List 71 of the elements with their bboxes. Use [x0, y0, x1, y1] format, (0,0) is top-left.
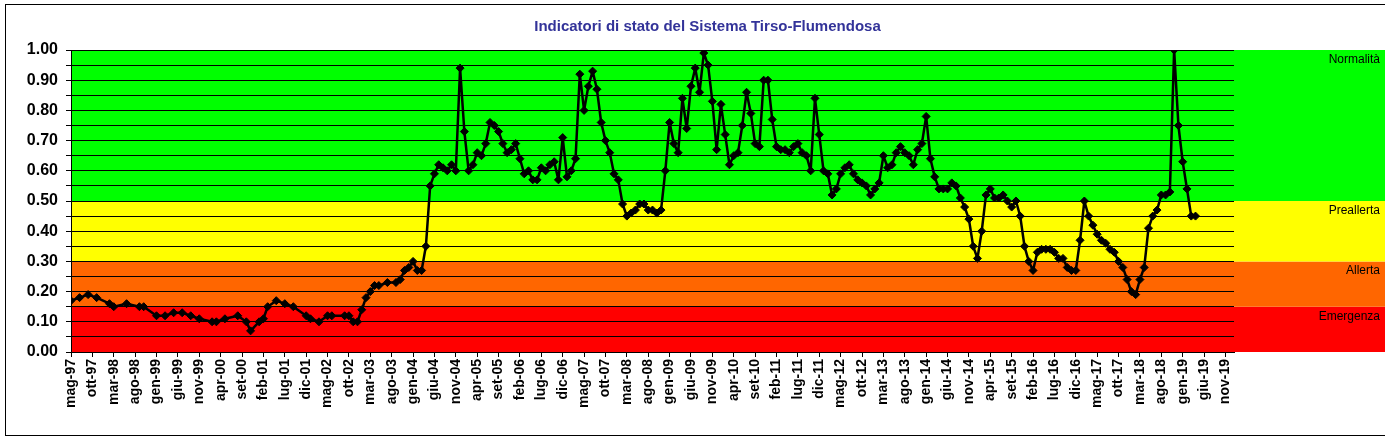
x-tick-label: gen-04	[403, 358, 420, 405]
x-tick-label: gen-14	[917, 358, 934, 405]
chart-title: Indicatori di stato del Sistema Tirso-Flumendosa	[533, 17, 882, 34]
x-tick-label: mar-08	[617, 358, 634, 405]
x-tick-label: set-10	[745, 358, 762, 400]
x-tick-label: ago-08	[639, 358, 656, 405]
x-tick-label: feb-16	[1023, 358, 1040, 401]
x-tick-label: nov-14	[959, 358, 976, 405]
x-tick-label: mar-98	[104, 358, 121, 405]
x-tick-label: nov-99	[190, 358, 207, 405]
x-tick-label: nov-04	[446, 358, 463, 405]
x-tick-label: ago-98	[126, 358, 142, 405]
band-label: Normalità	[1328, 52, 1381, 66]
x-tick-label: apr-10	[724, 358, 741, 402]
x-tick-label: dic-01	[297, 358, 314, 400]
y-tick-label: 0.50	[26, 191, 59, 209]
x-tick-label: giu-99	[168, 358, 185, 401]
x-tick-label: nov-09	[703, 358, 720, 405]
y-tick-label: 0.30	[26, 251, 59, 269]
x-tick-label: mag-07	[574, 358, 591, 409]
y-tick-label: 0.90	[26, 70, 59, 88]
band-label: Allerta	[1345, 263, 1381, 278]
x-tick-label: lug-01	[275, 358, 292, 401]
x-tick-label: feb-11	[767, 358, 784, 400]
x-tick-label: gen-19	[1173, 358, 1190, 405]
x-tick-label: nov-19	[1216, 358, 1233, 405]
y-tick-label: 1.00	[26, 40, 59, 58]
x-tick-label: gen-09	[660, 358, 677, 405]
x-tick-label: set-05	[489, 358, 506, 400]
x-tick-label: dic-11	[810, 358, 827, 399]
x-tick-label: dic-06	[553, 358, 570, 400]
band-label: Emergenza	[1318, 308, 1381, 323]
y-tick-label: 0.70	[26, 131, 59, 149]
x-tick-label: gen-99	[147, 358, 164, 405]
x-tick-label: set-15	[1002, 358, 1019, 400]
x-tick-label: mar-13	[874, 358, 891, 405]
y-tick-label: 0.10	[26, 312, 59, 330]
x-tick-label: mag-97	[61, 358, 78, 409]
y-tick-label: 0.60	[26, 161, 59, 179]
x-tick-label: ago-13	[895, 358, 912, 405]
y-tick-label: 0.20	[26, 282, 59, 300]
x-tick-label: mag-02	[318, 358, 335, 409]
x-tick-label: ott-07	[596, 358, 613, 398]
x-tick-label: ago-03	[382, 358, 399, 405]
x-tick-label: ott-97	[83, 358, 100, 398]
x-tick-label: ott-17	[1109, 358, 1126, 398]
x-tick-label: ott-12	[852, 358, 869, 398]
x-tick-label: apr-05	[468, 358, 485, 402]
band-label: Preallerta	[1328, 203, 1381, 217]
x-tick-label: set-00	[232, 358, 249, 400]
x-tick-label: feb-06	[510, 358, 527, 401]
y-tick-label: 0.80	[26, 100, 59, 118]
x-tick-label: ott-02	[339, 358, 356, 398]
x-tick-label: mar-18	[1130, 358, 1147, 405]
y-tick-label: 0.40	[26, 221, 59, 239]
x-tick-label: lug-16	[1045, 358, 1062, 401]
x-tick-label: lug-11	[788, 358, 805, 400]
y-tick-label: 0.00	[26, 342, 59, 360]
x-tick-label: mag-12	[831, 358, 848, 409]
x-tick-label: apr-00	[211, 358, 228, 402]
x-tick-label: giu-19	[1194, 358, 1211, 401]
x-tick-label: giu-04	[425, 358, 442, 401]
x-tick-label: lug-06	[532, 358, 549, 401]
x-tick-label: mag-17	[1088, 358, 1105, 409]
x-tick-label: giu-09	[681, 358, 698, 401]
x-tick-label: mar-03	[361, 358, 378, 405]
x-tick-label: ago-18	[1152, 358, 1169, 405]
x-tick-label: feb-01	[254, 358, 271, 401]
x-tick-label: giu-14	[938, 358, 955, 401]
x-tick-label: apr-15	[981, 358, 998, 402]
x-tick-label: dic-16	[1066, 358, 1083, 400]
